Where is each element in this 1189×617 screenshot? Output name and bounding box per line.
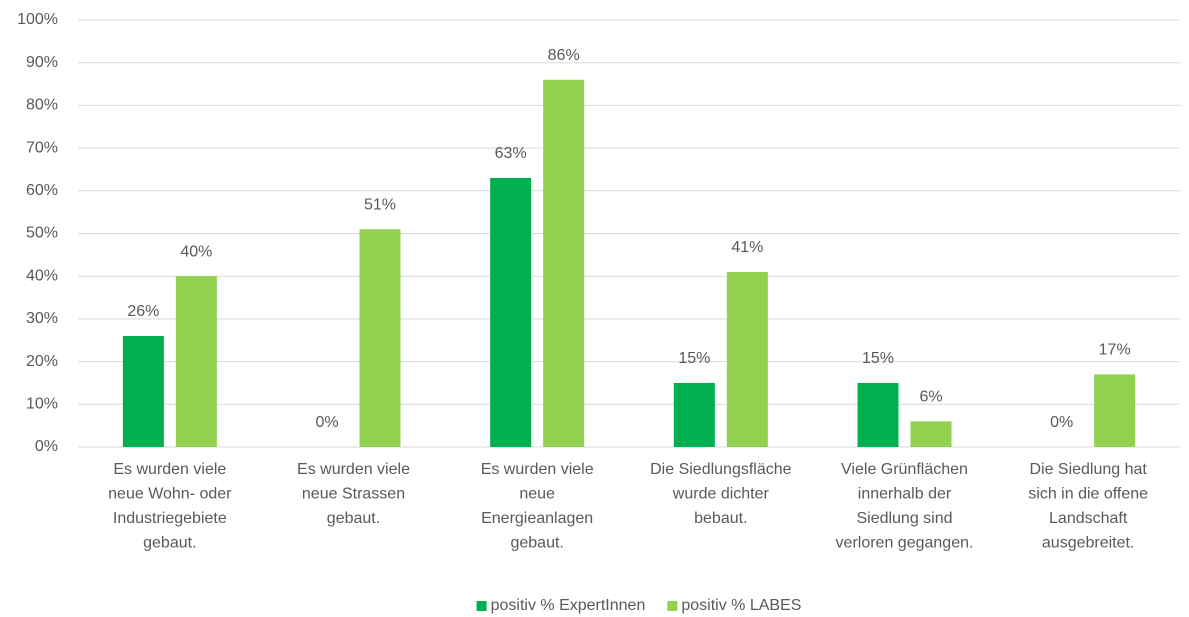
y-tick-label: 90% (26, 54, 58, 71)
legend-swatch (667, 601, 678, 611)
x-tick-label: Viele Grünflächen innerhalb der Siedlung s… (836, 461, 974, 552)
bar (122, 335, 164, 447)
bar (726, 271, 768, 447)
x-tick-label: Es wurden viele neue Strassen gebaut. (297, 461, 410, 527)
y-tick-label: 60% (26, 182, 58, 199)
value-label: 41% (731, 239, 763, 256)
value-label: 40% (180, 243, 212, 260)
bar (543, 79, 585, 447)
bar (490, 177, 532, 448)
bar (910, 421, 952, 447)
bar (1094, 374, 1136, 447)
legend-swatch (476, 601, 487, 611)
y-tick-label: 100% (17, 11, 58, 28)
value-label: 0% (1050, 414, 1073, 431)
value-label: 17% (1099, 342, 1131, 359)
y-tick-label: 70% (26, 139, 58, 156)
value-label: 15% (862, 350, 894, 367)
bar (175, 276, 217, 447)
legend-label: positiv % LABES (681, 597, 801, 614)
value-label: 86% (548, 47, 580, 64)
y-tick-label: 30% (26, 310, 58, 327)
y-tick-label: 0% (35, 438, 58, 455)
bar (673, 382, 715, 447)
x-tick-label: Es wurden viele neue Wohn- oder Industrieg… (108, 461, 232, 552)
x-tick-label: Es wurden viele neue Energieanlagen gebaut. (481, 461, 594, 552)
legend-label: positiv % ExpertInnen (491, 597, 646, 614)
y-tick-label: 10% (26, 396, 58, 413)
value-label: 51% (364, 196, 396, 213)
x-tick-label: Die Siedlungsfläche wurde dichter bebaut. (650, 461, 792, 527)
value-label: 15% (678, 350, 710, 367)
y-tick-label: 40% (26, 267, 58, 284)
value-label: 26% (127, 303, 159, 320)
bar (857, 382, 899, 447)
value-label: 0% (315, 414, 338, 431)
bar (359, 229, 401, 447)
y-tick-label: 50% (26, 225, 58, 242)
value-label: 6% (919, 389, 942, 406)
value-label: 63% (495, 145, 527, 162)
x-tick-label: Die Siedlung hat sich in die offene Landsc… (1028, 461, 1148, 552)
y-tick-label: 80% (26, 97, 58, 114)
y-tick-label: 20% (26, 353, 58, 370)
